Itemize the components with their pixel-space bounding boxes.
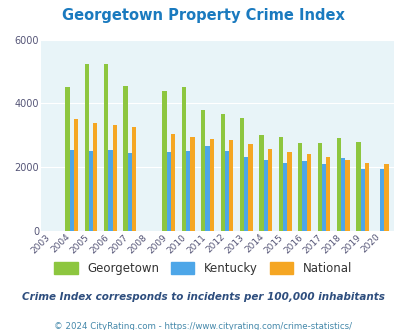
Bar	[108, 150, 112, 231]
Bar	[239, 118, 243, 231]
Bar	[132, 127, 136, 231]
Bar	[360, 169, 364, 231]
Bar	[104, 63, 108, 231]
Bar	[181, 87, 185, 231]
Bar	[356, 142, 360, 231]
Bar	[85, 63, 89, 231]
Bar	[171, 134, 175, 231]
Bar	[228, 140, 233, 231]
Bar	[190, 137, 194, 231]
Text: Georgetown Property Crime Index: Georgetown Property Crime Index	[62, 8, 343, 23]
Bar	[340, 158, 345, 231]
Bar	[317, 143, 321, 231]
Bar	[306, 154, 310, 231]
Bar	[162, 91, 166, 231]
Legend: Georgetown, Kentucky, National: Georgetown, Kentucky, National	[50, 258, 355, 279]
Bar	[69, 150, 74, 231]
Bar	[248, 144, 252, 231]
Bar	[74, 119, 78, 231]
Bar	[205, 147, 209, 231]
Bar	[243, 157, 248, 231]
Bar	[282, 163, 287, 231]
Bar	[321, 164, 325, 231]
Bar	[263, 160, 267, 231]
Bar	[200, 110, 205, 231]
Bar	[278, 137, 282, 231]
Bar	[93, 123, 97, 231]
Bar	[297, 143, 302, 231]
Bar	[345, 160, 349, 231]
Bar	[364, 163, 368, 231]
Bar	[224, 150, 228, 231]
Bar	[89, 151, 93, 231]
Bar	[302, 161, 306, 231]
Bar	[259, 135, 263, 231]
Bar	[287, 152, 291, 231]
Bar	[185, 150, 190, 231]
Text: Crime Index corresponds to incidents per 100,000 inhabitants: Crime Index corresponds to incidents per…	[21, 292, 384, 302]
Bar	[65, 87, 69, 231]
Bar	[128, 153, 132, 231]
Bar	[112, 125, 117, 231]
Bar	[267, 149, 271, 231]
Bar	[325, 157, 330, 231]
Text: © 2024 CityRating.com - https://www.cityrating.com/crime-statistics/: © 2024 CityRating.com - https://www.city…	[54, 322, 351, 330]
Bar	[220, 114, 224, 231]
Bar	[166, 152, 171, 231]
Bar	[379, 169, 384, 231]
Bar	[123, 86, 128, 231]
Bar	[209, 139, 213, 231]
Bar	[336, 139, 340, 231]
Bar	[384, 164, 388, 231]
